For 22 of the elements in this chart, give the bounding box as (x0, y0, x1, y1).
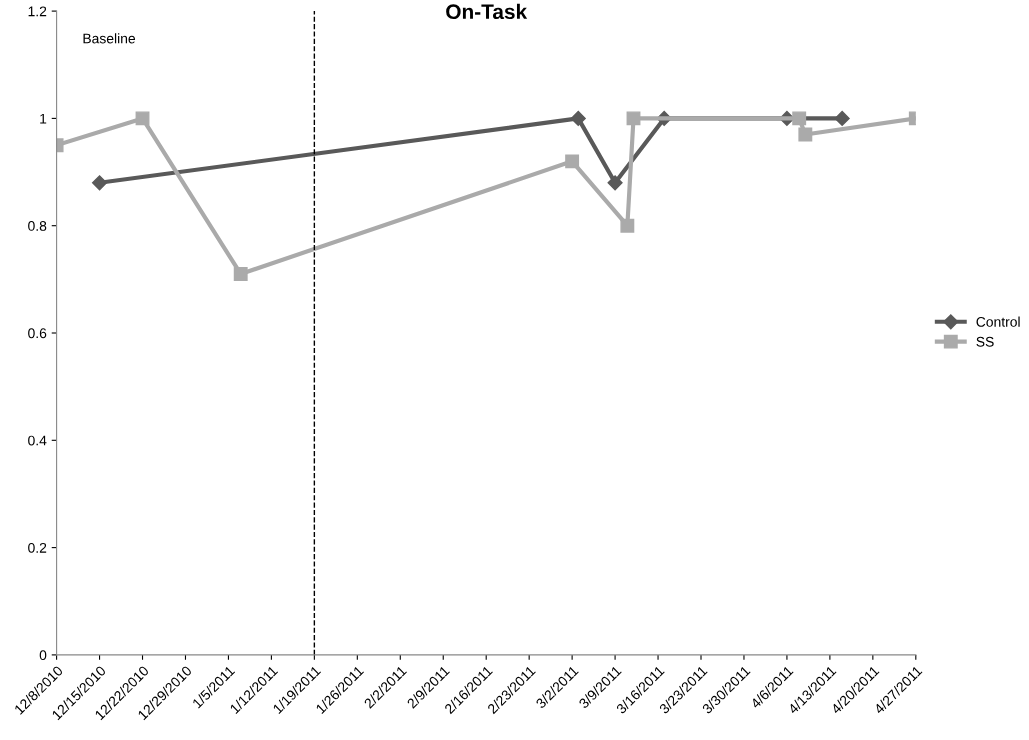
point (626, 111, 641, 126)
point (565, 154, 580, 169)
annotation: Baseline (83, 33, 136, 44)
point (834, 110, 850, 126)
y-tick-label: 0.4 (28, 435, 47, 446)
chart-title: On-Task (446, 3, 528, 20)
y-tick-label: 1.2 (28, 6, 47, 17)
y-tick-label: 0.2 (28, 542, 47, 553)
y-tick-label: 1 (40, 113, 47, 124)
legend-label: Control (976, 316, 1020, 327)
point (135, 111, 150, 126)
legend-label: SS (976, 336, 994, 347)
y-tick-label: 0.8 (28, 221, 47, 231)
point (798, 127, 813, 142)
point (792, 111, 807, 126)
point (233, 267, 248, 281)
point (570, 110, 586, 126)
point (620, 218, 635, 233)
point (91, 175, 108, 191)
y-tick-label: 0 (39, 650, 47, 661)
point (607, 175, 623, 191)
y-tick-label: 0.6 (28, 328, 47, 339)
